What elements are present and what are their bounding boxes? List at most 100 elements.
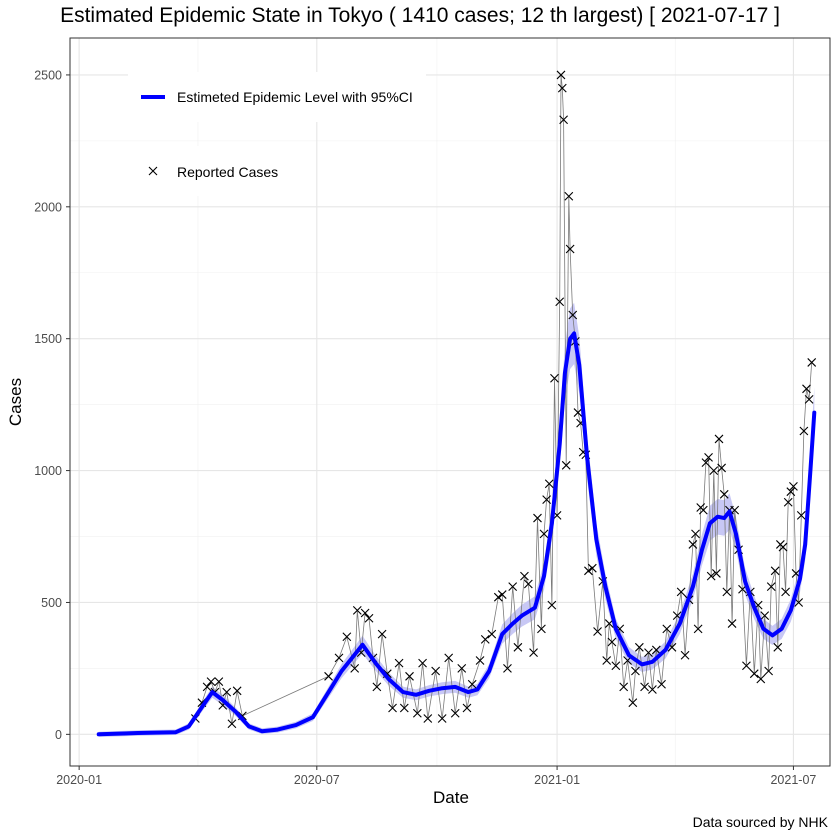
reported-case-marker xyxy=(462,703,472,713)
reported-case-marker xyxy=(537,624,546,634)
reported-case-marker xyxy=(796,511,806,520)
y-tick-label: 1500 xyxy=(34,332,62,346)
reported-case-marker xyxy=(764,666,774,676)
x-tick-label: 2021-01 xyxy=(534,773,580,787)
reported-case-marker xyxy=(760,611,770,621)
reported-case-marker xyxy=(770,566,780,576)
reported-case-marker xyxy=(730,505,740,515)
reported-case-marker xyxy=(789,482,798,491)
reported-case-marker xyxy=(227,719,237,729)
reported-case-marker xyxy=(564,191,574,201)
reported-case-marker xyxy=(561,460,571,470)
axes: 0 500 1000 1500 2000 2500 2020-01 2020-07 2021-0… xyxy=(34,37,831,787)
y-tick-label: 500 xyxy=(41,596,62,610)
reported-case-marker xyxy=(631,666,640,676)
legend-reported-label: Reported Cases xyxy=(177,164,278,180)
reported-case-marker xyxy=(781,587,790,597)
reported-case-marker xyxy=(756,674,766,684)
reported-case-marker xyxy=(350,664,360,673)
reported-case-marker xyxy=(714,434,724,444)
reported-case-marker xyxy=(342,632,352,642)
reported-case-marker xyxy=(607,637,617,647)
legend-level-label: Estimeted Epidemic Level with 95%CI xyxy=(177,89,413,105)
reported-case-marker xyxy=(802,384,811,394)
reported-case-marker xyxy=(444,653,454,663)
reported-case-marker xyxy=(232,686,242,696)
reported-case-marker xyxy=(418,658,427,668)
reported-case-marker xyxy=(324,671,333,681)
reported-case-marker xyxy=(437,714,447,723)
reported-case-marker xyxy=(783,497,793,507)
reported-case-marker xyxy=(520,571,529,581)
reported-case-marker xyxy=(701,458,711,468)
reported-case-marker xyxy=(766,582,776,592)
reported-case-marker xyxy=(742,661,751,671)
reported-case-marker xyxy=(804,394,814,404)
reported-case-marker xyxy=(529,648,538,657)
reported-case-marker xyxy=(794,598,804,607)
y-tick-label: 0 xyxy=(55,728,62,742)
reported-case-marker xyxy=(628,698,638,708)
reported-case-marker xyxy=(698,505,708,515)
y-tick-label: 2000 xyxy=(34,200,62,214)
reported-case-marker xyxy=(523,579,533,589)
reported-case-marker xyxy=(611,661,621,671)
reported-case-marker xyxy=(651,645,661,655)
reported-case-marker xyxy=(214,677,224,686)
epidemic-level-series xyxy=(96,331,817,737)
reported-case-marker xyxy=(680,650,690,660)
reported-case-marker xyxy=(584,566,593,576)
y-axis-label: Cases xyxy=(6,377,25,427)
reported-case-marker xyxy=(717,463,727,473)
reported-case-marker xyxy=(352,605,362,615)
caption: Data sourced by NHK xyxy=(692,814,828,830)
reported-case-marker xyxy=(568,310,578,320)
reported-case-marker xyxy=(648,685,657,694)
reported-case-marker xyxy=(662,624,672,634)
epidemic-level-line xyxy=(96,331,817,737)
reported-case-marker xyxy=(480,635,490,644)
x-axis-label: Date xyxy=(433,788,469,807)
reported-case-marker xyxy=(565,244,575,254)
reported-case-marker xyxy=(405,671,414,681)
reported-case-marker xyxy=(222,687,232,697)
reported-case-marker xyxy=(388,703,397,713)
reported-case-marker xyxy=(773,642,783,652)
reported-case-marker xyxy=(688,540,698,549)
reported-case-marker xyxy=(377,629,387,639)
y-tick-label: 1000 xyxy=(34,464,62,478)
reported-case-marker xyxy=(559,115,568,125)
x-tick-label: 2021-07 xyxy=(770,773,816,787)
legend-key-box-level xyxy=(128,72,426,122)
reported-case-marker xyxy=(364,613,374,623)
reported-case-marker xyxy=(555,297,565,307)
reported-case-marker xyxy=(706,571,716,581)
x-tick-label: 2020-01 xyxy=(56,773,102,787)
legend: Estimeted Epidemic Level with 95%CI Repor… xyxy=(128,72,426,196)
reported-case-marker xyxy=(497,590,507,599)
reported-case-marker xyxy=(691,529,700,539)
reported-case-marker xyxy=(749,669,759,679)
reported-case-marker xyxy=(693,624,703,634)
reported-case-marker xyxy=(394,658,404,668)
reported-case-marker xyxy=(457,664,467,673)
reported-case-marker xyxy=(557,83,567,93)
reported-case-marker xyxy=(475,656,485,665)
reported-case-marker xyxy=(712,569,721,578)
reported-case-marker xyxy=(634,642,644,652)
reported-case-marker xyxy=(547,600,557,610)
reported-case-marker xyxy=(450,708,460,718)
reported-case-marker xyxy=(539,529,549,539)
legend-key-box-reported xyxy=(128,146,292,196)
y-tick-label: 2500 xyxy=(34,68,62,82)
reported-case-marker xyxy=(727,619,737,628)
panel-border xyxy=(69,37,831,767)
reported-case-marker xyxy=(372,682,382,692)
chart-title: Estimated Epidemic State in Tokyo ( 1410… xyxy=(60,4,780,27)
reported-case-marker xyxy=(202,682,212,692)
reported-case-marker xyxy=(431,666,441,676)
reported-case-marker xyxy=(722,587,732,597)
reported-case-marker xyxy=(542,495,552,504)
reported-case-marker xyxy=(799,426,809,436)
